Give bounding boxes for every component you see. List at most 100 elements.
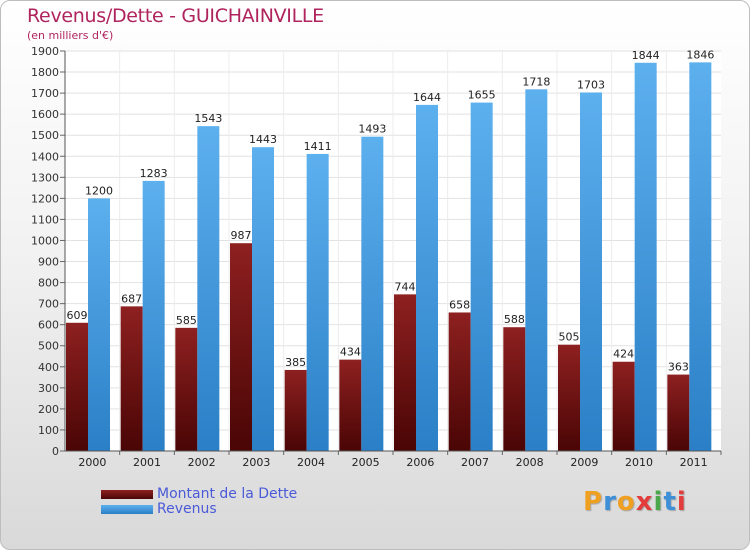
bar-dette [394, 294, 416, 451]
bar-revenus [689, 62, 712, 452]
y-tick-label: 1900 [31, 45, 59, 58]
bar-revenus [634, 62, 657, 451]
y-tick-label: 0 [52, 445, 59, 458]
y-tick-label: 300 [38, 382, 59, 395]
data-label: 385 [285, 356, 306, 369]
x-tick-label: 2004 [297, 456, 325, 469]
y-tick-label: 500 [38, 340, 59, 353]
data-label: 434 [340, 346, 361, 359]
bar-dette [230, 243, 252, 451]
data-label: 363 [668, 361, 689, 374]
y-tick-label: 1700 [31, 87, 59, 100]
bar-dette [667, 374, 690, 451]
data-label: 1846 [686, 48, 714, 61]
y-tick-label: 700 [38, 298, 59, 311]
bar-dette [503, 327, 526, 451]
data-label: 505 [559, 331, 580, 344]
data-label: 424 [613, 348, 634, 361]
y-tick-label: 1200 [31, 192, 59, 205]
logo-letter: x [635, 487, 654, 517]
data-label: 1543 [194, 112, 222, 125]
y-tick-label: 1000 [31, 234, 59, 247]
y-tick-label: 1600 [31, 108, 59, 121]
bar-dette [175, 327, 198, 451]
proxiti-logo: Proxiti [583, 487, 687, 517]
bar-revenus [142, 180, 165, 452]
bar-dette [612, 361, 635, 451]
legend-label-debt: Montant de la Dette [157, 486, 298, 502]
y-tick-label: 600 [38, 319, 59, 332]
data-label: 609 [67, 309, 88, 322]
bar-revenus [525, 89, 548, 451]
bar-revenus [306, 153, 329, 451]
grid-lines [65, 50, 721, 452]
logo-letter: o [616, 487, 636, 517]
data-label: 744 [395, 280, 416, 293]
data-labels: 609 1200 687 1283 585 1543 987 1443 385 1411 434 14… [67, 48, 715, 373]
data-label: 987 [231, 229, 252, 242]
x-tick-label: 2006 [406, 456, 434, 469]
chart-title: Revenus/Dette - GUICHAINVILLE [27, 5, 324, 27]
y-tick-label: 400 [38, 361, 59, 374]
chart-subtitle: (en milliers d'€) [27, 29, 114, 42]
data-label: 1655 [468, 89, 496, 102]
logo-letter: r [603, 487, 617, 517]
data-label: 1283 [140, 167, 168, 180]
data-label: 1844 [632, 49, 660, 62]
logo-letter: i [676, 487, 687, 517]
x-tick-label: 2003 [242, 456, 270, 469]
bar-revenus [252, 147, 274, 452]
x-tick-label: 2005 [352, 456, 380, 469]
bar-revenus [361, 136, 384, 451]
data-label: 1443 [249, 133, 277, 146]
axes: 0 100 200 300 400 500 600 700 800 900 1000 1100 1200… [31, 45, 722, 469]
data-label: 687 [121, 292, 142, 305]
y-tick-label: 1500 [31, 129, 59, 142]
legend-swatch-revenus [101, 505, 153, 514]
bar-dette [284, 369, 307, 451]
data-label: 1644 [413, 91, 441, 104]
logo-letter: i [653, 487, 664, 517]
bar-revenus [197, 126, 220, 451]
x-tick-label: 2011 [680, 456, 708, 469]
logo-letter: t [663, 487, 677, 517]
y-tick-label: 1300 [31, 171, 59, 184]
legend-label-revenus: Revenus [157, 501, 217, 517]
bar-dette [120, 306, 143, 451]
bar-dette [339, 359, 362, 451]
data-label: 1493 [358, 123, 386, 136]
data-label: 1718 [522, 75, 550, 88]
data-label: 588 [504, 313, 525, 326]
x-tick-label: 2001 [133, 456, 161, 469]
y-tick-label: 200 [38, 403, 59, 416]
x-tick-label: 2009 [570, 456, 598, 469]
x-tick-label: 2007 [461, 456, 489, 469]
bars [66, 62, 712, 452]
bar-revenus [470, 102, 493, 451]
x-tick-label: 2000 [78, 456, 106, 469]
y-tick-label: 1400 [31, 150, 59, 163]
y-tick-label: 900 [38, 256, 59, 269]
data-label: 585 [176, 314, 197, 327]
logo-letter: P [583, 487, 604, 517]
bar-revenus [88, 198, 110, 451]
y-tick-label: 800 [38, 277, 59, 290]
legend-swatch-debt [101, 490, 153, 499]
bar-dette [558, 344, 580, 451]
y-tick-label: 100 [38, 424, 59, 437]
bar-revenus [580, 92, 602, 451]
data-label: 1411 [304, 140, 332, 153]
y-tick-label: 1800 [31, 66, 59, 79]
bar-dette [448, 312, 471, 451]
data-label: 658 [449, 298, 470, 311]
bar-dette [66, 322, 88, 451]
y-tick-label: 1100 [31, 213, 59, 226]
x-tick-label: 2002 [188, 456, 216, 469]
bar-revenus [416, 104, 438, 451]
data-label: 1703 [577, 78, 605, 91]
data-label: 1200 [85, 184, 113, 197]
x-tick-label: 2010 [625, 456, 653, 469]
x-tick-label: 2008 [516, 456, 544, 469]
